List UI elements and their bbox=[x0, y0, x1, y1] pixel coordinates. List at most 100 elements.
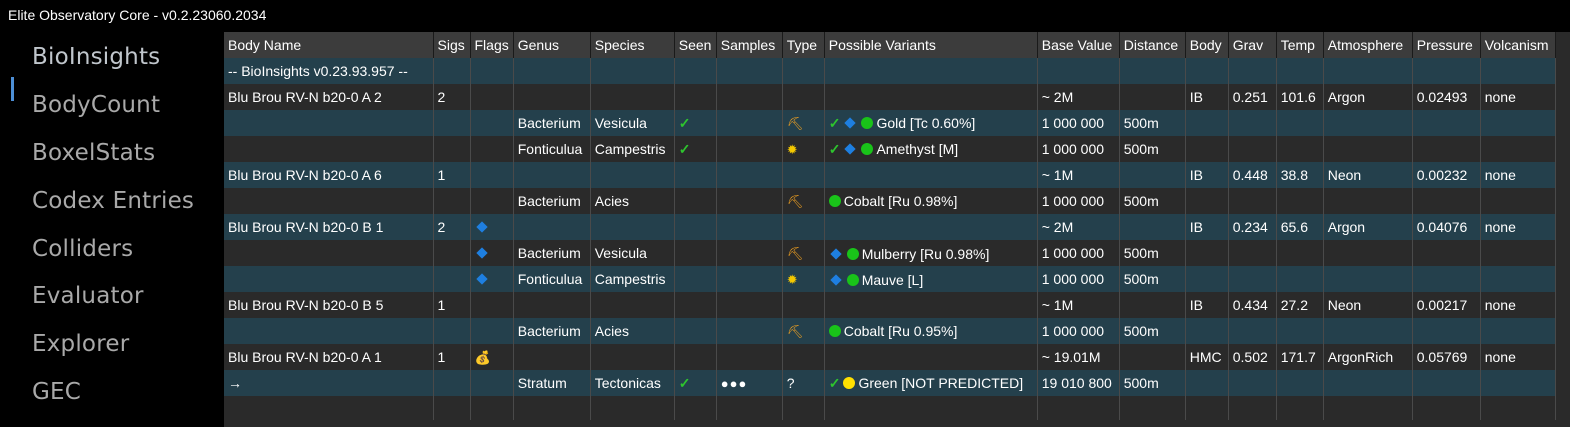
nav-item-boxelstats[interactable]: BoxelStats bbox=[32, 140, 156, 166]
cell-temp bbox=[1276, 396, 1324, 420]
cell-volcanism: none bbox=[1480, 344, 1556, 370]
table-row[interactable]: Bacterium Acies ⛏ Cobalt [Ru 0.98%] 1 000 00… bbox=[224, 188, 1556, 214]
table-row[interactable]: → Stratum Tectonicas ✓ ●●●? ✓ Green [NOT PREDI… bbox=[224, 370, 1556, 396]
column-header-flags[interactable]: Flags bbox=[470, 32, 514, 58]
column-header-type[interactable]: Type bbox=[782, 32, 825, 58]
cell-base-value: 1 000 000 bbox=[1037, 136, 1120, 162]
nav-item-colliders[interactable]: Colliders bbox=[32, 236, 134, 262]
table-row[interactable]: Blu Brou RV-N b20-0 A 1 1 💰 ~ 19.01M HMC 0.50… bbox=[224, 344, 1556, 370]
nav-item-explorer[interactable]: Explorer bbox=[32, 331, 130, 357]
cell-genus bbox=[513, 162, 591, 188]
cell-genus bbox=[513, 292, 591, 318]
column-header-body-name[interactable]: Body Name bbox=[224, 32, 434, 58]
column-header-genus[interactable]: Genus bbox=[513, 32, 591, 58]
cell-distance: 500m bbox=[1119, 370, 1186, 396]
table-row[interactable]: Fonticulua Campestris ✹ Mauve [L] 1 000 000 5… bbox=[224, 266, 1556, 292]
cell-type bbox=[782, 58, 825, 84]
cell-variant: ✓ Gold [Tc 0.60%] bbox=[824, 110, 1038, 136]
cell-type: ? bbox=[782, 370, 825, 396]
table-row[interactable]: Blu Brou RV-N b20-0 A 2 2 ~ 2M IB 0.251 101.6… bbox=[224, 84, 1556, 110]
table-row[interactable]: Blu Brou RV-N b20-0 A 6 1 ~ 1M IB 0.448 38.8 N… bbox=[224, 162, 1556, 188]
cell-sigs bbox=[433, 396, 471, 420]
column-header-atmosphere[interactable]: Atmosphere bbox=[1323, 32, 1413, 58]
check-icon: ✓ bbox=[828, 374, 841, 391]
nav-item-bioinsights[interactable]: BioInsights bbox=[32, 44, 161, 70]
cell-seen: ✓ bbox=[674, 110, 717, 136]
cell-seen bbox=[674, 396, 717, 420]
nav-item-evaluator[interactable]: Evaluator bbox=[32, 283, 144, 309]
column-header-pressure[interactable]: Pressure bbox=[1412, 32, 1481, 58]
column-header-body[interactable]: Body bbox=[1185, 32, 1229, 58]
cell-volcanism bbox=[1480, 240, 1556, 266]
cell-sigs bbox=[433, 318, 471, 344]
pickaxe-icon: ⛏ bbox=[786, 323, 804, 339]
column-header-sigs[interactable]: Sigs bbox=[433, 32, 471, 58]
table-row[interactable] bbox=[224, 396, 1556, 420]
variant-cell: ✓ Green [NOT PREDICTED] bbox=[829, 375, 1023, 392]
cell-atmosphere bbox=[1323, 58, 1413, 84]
cell-body-name bbox=[224, 188, 434, 214]
cell-distance bbox=[1119, 58, 1186, 84]
check-icon: ✓ bbox=[678, 140, 691, 157]
cell-base-value: ~ 2M bbox=[1037, 84, 1120, 110]
cell-body-name bbox=[224, 318, 434, 344]
cell-body: HMC bbox=[1185, 344, 1229, 370]
table-row[interactable]: Fonticulua Campestris ✓ ✹ ✓ Amethyst [M] 1 000… bbox=[224, 136, 1556, 162]
cell-atmosphere bbox=[1323, 188, 1413, 214]
cell-species: Vesicula bbox=[590, 110, 675, 136]
cell-pressure: 0.04076 bbox=[1412, 214, 1481, 240]
cell-variant: ✓ Green [NOT PREDICTED] bbox=[824, 370, 1038, 396]
nav-item-gec[interactable]: GEC bbox=[32, 379, 82, 405]
cell-type bbox=[782, 214, 825, 240]
cell-pressure bbox=[1412, 58, 1481, 84]
grid-header-row: Body Name Sigs Flags Genus Species Seen Sample… bbox=[224, 32, 1556, 58]
table-row[interactable]: Blu Brou RV-N b20-0 B 1 2 ~ 2M IB 0.234 65.6 A… bbox=[224, 214, 1556, 240]
column-header-base-value[interactable]: Base Value bbox=[1037, 32, 1120, 58]
column-header-samples[interactable]: Samples bbox=[716, 32, 783, 58]
cell-samples bbox=[716, 110, 783, 136]
cell-atmosphere bbox=[1323, 240, 1413, 266]
variant-cell: ✓ Gold [Tc 0.60%] bbox=[829, 115, 976, 132]
cell-seen bbox=[674, 292, 717, 318]
cell-body: IB bbox=[1185, 292, 1229, 318]
table-row[interactable]: Bacterium Vesicula ✓ ⛏ ✓ Gold [Tc 0.60%] 1 000… bbox=[224, 110, 1556, 136]
cell-grav: 0.434 bbox=[1228, 292, 1277, 318]
cell-body: IB bbox=[1185, 162, 1229, 188]
column-header-grav[interactable]: Grav bbox=[1228, 32, 1277, 58]
diamond-icon bbox=[844, 143, 857, 155]
table-row[interactable]: Bacterium Vesicula ⛏ Mulberry [Ru 0.98%] 1 0… bbox=[224, 240, 1556, 266]
cell-genus bbox=[513, 214, 591, 240]
cell-type bbox=[782, 162, 825, 188]
column-header-seen[interactable]: Seen bbox=[674, 32, 717, 58]
column-header-possible-variants[interactable]: Possible Variants bbox=[824, 32, 1038, 58]
cell-species: Campestris bbox=[590, 136, 675, 162]
table-row[interactable]: -- BioInsights v0.23.93.957 -- bbox=[224, 58, 1556, 84]
cell-atmosphere bbox=[1323, 110, 1413, 136]
cell-atmosphere bbox=[1323, 266, 1413, 292]
cell-body bbox=[1185, 266, 1229, 292]
nav-item-codex-entries[interactable]: Codex Entries bbox=[32, 188, 195, 214]
cell-body: IB bbox=[1185, 214, 1229, 240]
cell-volcanism bbox=[1480, 188, 1556, 214]
column-header-volcanism[interactable]: Volcanism bbox=[1480, 32, 1556, 58]
cell-type bbox=[782, 292, 825, 318]
cell-species: Acies bbox=[590, 188, 675, 214]
variant-label: Cobalt [Ru 0.98%] bbox=[843, 192, 958, 209]
variant-cell: Cobalt [Ru 0.98%] bbox=[828, 192, 958, 209]
cell-genus bbox=[513, 84, 591, 110]
cell-variant bbox=[824, 162, 1038, 188]
cell-samples: ●●● bbox=[716, 370, 783, 396]
table-row[interactable]: Blu Brou RV-N b20-0 B 5 1 ~ 1M IB 0.434 27.2 N… bbox=[224, 292, 1556, 318]
cell-base-value: 1 000 000 bbox=[1037, 318, 1120, 344]
table-row[interactable]: Bacterium Acies ⛏ Cobalt [Ru 0.95%] 1 000 00… bbox=[224, 318, 1556, 344]
cell-base-value: ~ 1M bbox=[1037, 162, 1120, 188]
cell-body-name bbox=[224, 396, 434, 420]
cell-type bbox=[782, 344, 825, 370]
column-header-distance[interactable]: Distance bbox=[1119, 32, 1186, 58]
cell-seen: ✓ bbox=[674, 370, 717, 396]
nav-item-bodycount[interactable]: BodyCount bbox=[32, 92, 161, 118]
column-header-species[interactable]: Species bbox=[590, 32, 675, 58]
column-header-temp[interactable]: Temp bbox=[1276, 32, 1324, 58]
check-icon: ✓ bbox=[828, 140, 841, 157]
bioinsights-grid[interactable]: Body Name Sigs Flags Genus Species Seen Sample… bbox=[224, 32, 1570, 427]
